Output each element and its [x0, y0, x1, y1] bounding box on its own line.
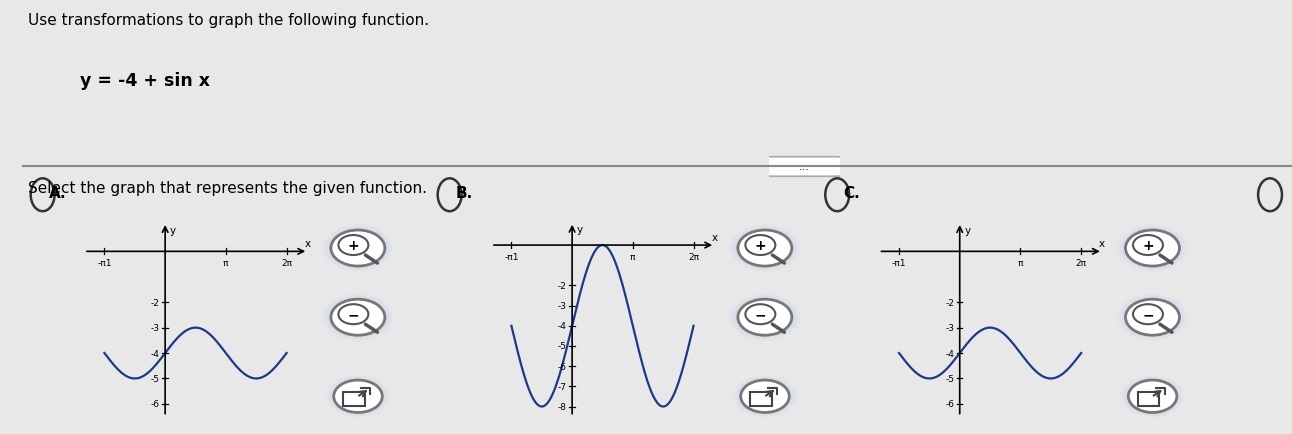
- Text: -2: -2: [151, 298, 160, 307]
- Circle shape: [1120, 375, 1185, 418]
- Text: −: −: [348, 308, 359, 322]
- Circle shape: [324, 296, 391, 339]
- Text: y: y: [965, 225, 970, 235]
- Circle shape: [1123, 377, 1182, 416]
- Circle shape: [326, 375, 390, 418]
- Text: −: −: [755, 308, 766, 322]
- Text: -3: -3: [151, 323, 160, 332]
- Circle shape: [1123, 228, 1182, 268]
- Text: +: +: [755, 239, 766, 253]
- Text: +: +: [348, 239, 359, 253]
- Text: -2: -2: [946, 298, 955, 307]
- Circle shape: [333, 380, 382, 413]
- Text: -5: -5: [558, 342, 567, 351]
- Text: -π1: -π1: [97, 258, 111, 267]
- Text: −: −: [1142, 308, 1154, 322]
- Circle shape: [745, 305, 775, 325]
- Circle shape: [328, 377, 388, 416]
- Circle shape: [328, 298, 388, 338]
- Text: -2: -2: [558, 281, 567, 290]
- Circle shape: [729, 293, 801, 342]
- Circle shape: [1123, 298, 1182, 338]
- Text: A.: A.: [49, 186, 67, 201]
- Text: B.: B.: [456, 186, 473, 201]
- Text: 2π: 2π: [280, 258, 292, 267]
- Text: x: x: [1099, 238, 1105, 248]
- Text: -π1: -π1: [891, 258, 906, 267]
- Circle shape: [339, 305, 368, 325]
- Text: -6: -6: [946, 399, 955, 408]
- Circle shape: [731, 296, 798, 339]
- Text: Select the graph that represents the given function.: Select the graph that represents the giv…: [28, 180, 428, 195]
- Text: -4: -4: [558, 322, 567, 331]
- Circle shape: [1133, 305, 1163, 325]
- Circle shape: [1128, 380, 1177, 413]
- Text: ...: ...: [798, 162, 810, 172]
- Circle shape: [331, 299, 385, 335]
- Circle shape: [1125, 230, 1180, 266]
- Circle shape: [339, 236, 368, 256]
- Text: -5: -5: [151, 374, 160, 383]
- Text: -6: -6: [151, 399, 160, 408]
- Circle shape: [1116, 293, 1189, 342]
- Circle shape: [738, 378, 792, 414]
- Text: -3: -3: [558, 302, 567, 310]
- Text: -4: -4: [151, 349, 160, 358]
- Text: π: π: [224, 258, 229, 267]
- Text: x: x: [305, 238, 310, 248]
- Text: -4: -4: [946, 349, 955, 358]
- Circle shape: [324, 227, 391, 270]
- Text: -5: -5: [946, 374, 955, 383]
- Circle shape: [735, 228, 795, 268]
- Circle shape: [1119, 296, 1186, 339]
- Circle shape: [328, 228, 388, 268]
- Circle shape: [1125, 378, 1180, 414]
- Circle shape: [738, 299, 792, 335]
- Text: y: y: [578, 224, 583, 234]
- Text: -8: -8: [558, 402, 567, 411]
- Circle shape: [740, 380, 789, 413]
- Circle shape: [1125, 299, 1180, 335]
- Circle shape: [1116, 224, 1189, 273]
- Circle shape: [729, 224, 801, 273]
- Text: +: +: [1142, 239, 1154, 253]
- FancyBboxPatch shape: [765, 158, 844, 177]
- Circle shape: [735, 377, 795, 416]
- Text: y = -4 + sin x: y = -4 + sin x: [80, 72, 211, 89]
- Circle shape: [735, 298, 795, 338]
- Circle shape: [1119, 227, 1186, 270]
- Circle shape: [745, 236, 775, 256]
- Circle shape: [733, 375, 797, 418]
- Circle shape: [731, 227, 798, 270]
- Text: y: y: [171, 225, 176, 235]
- Text: Use transformations to graph the following function.: Use transformations to graph the followi…: [28, 13, 429, 28]
- Circle shape: [331, 230, 385, 266]
- Text: -6: -6: [558, 362, 567, 371]
- Text: 2π: 2π: [687, 252, 699, 261]
- Text: -7: -7: [558, 382, 567, 391]
- Circle shape: [322, 293, 394, 342]
- Text: -3: -3: [946, 323, 955, 332]
- Text: π: π: [1018, 258, 1023, 267]
- Circle shape: [322, 224, 394, 273]
- Text: π: π: [630, 252, 636, 261]
- Circle shape: [331, 378, 385, 414]
- Circle shape: [738, 230, 792, 266]
- Text: C.: C.: [844, 186, 860, 201]
- Circle shape: [1133, 236, 1163, 256]
- Text: -π1: -π1: [504, 252, 518, 261]
- Text: x: x: [712, 233, 717, 243]
- Text: 2π: 2π: [1075, 258, 1087, 267]
